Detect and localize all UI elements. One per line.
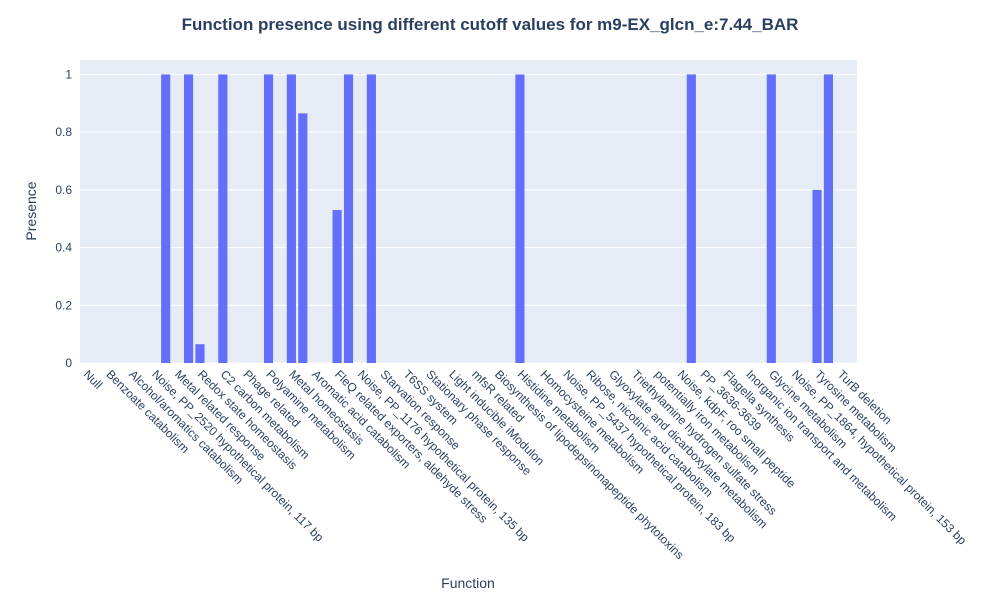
bar xyxy=(343,74,354,363)
bar xyxy=(366,74,376,363)
x-tick-label: Noise, PP_1864, hypothetical protein, 15… xyxy=(789,367,969,547)
bar xyxy=(286,74,296,363)
x-axis-label: Function xyxy=(441,575,495,591)
y-tick-label: 0.6 xyxy=(55,183,72,197)
y-tick-label: 0.8 xyxy=(55,125,72,139)
y-tick-label: 0.4 xyxy=(55,241,72,255)
bar xyxy=(183,74,194,363)
y-axis-label: Presence xyxy=(23,181,39,240)
y-tick-label: 0 xyxy=(65,356,72,370)
x-tick-label: Null xyxy=(81,367,106,392)
bar xyxy=(263,74,274,363)
bar xyxy=(218,74,228,363)
chart-title: Function presence using different cutoff… xyxy=(182,15,799,34)
bar xyxy=(195,344,205,363)
bar xyxy=(686,74,696,363)
bar xyxy=(766,74,776,363)
bar xyxy=(515,74,525,363)
bar xyxy=(298,113,308,363)
bar xyxy=(332,210,342,363)
bar xyxy=(812,189,822,363)
plot-area xyxy=(80,60,857,363)
bar xyxy=(823,74,834,363)
y-tick-label: 0.2 xyxy=(55,298,72,312)
bar xyxy=(161,74,171,363)
y-tick-label: 1 xyxy=(65,67,72,81)
